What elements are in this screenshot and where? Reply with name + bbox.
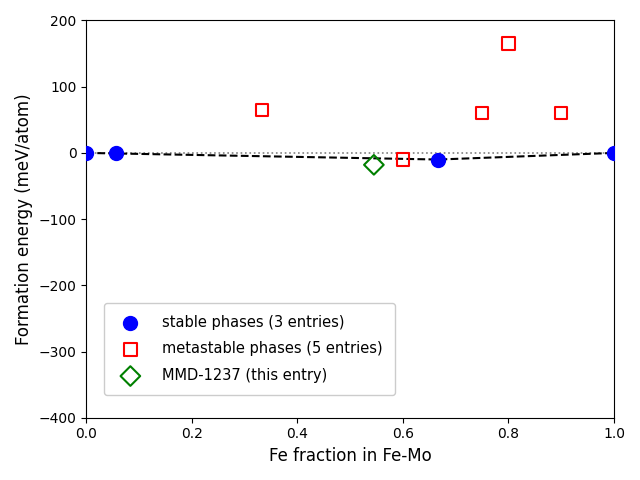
- stable phases (3 entries): [609, 149, 619, 157]
- stable phases (3 entries): [81, 149, 92, 157]
- metastable phases (5 entries): [556, 109, 566, 117]
- metastable phases (5 entries): [477, 109, 487, 117]
- stable phases (3 entries): [433, 156, 444, 163]
- Legend: stable phases (3 entries), metastable phases (5 entries), MMD-1237 (this entry): stable phases (3 entries), metastable ph…: [104, 303, 395, 395]
- MMD-1237 (this entry): [369, 161, 379, 168]
- Y-axis label: Formation energy (meV/atom): Formation energy (meV/atom): [15, 93, 33, 345]
- metastable phases (5 entries): [398, 156, 408, 163]
- metastable phases (5 entries): [503, 40, 513, 48]
- stable phases (3 entries): [111, 149, 122, 157]
- metastable phases (5 entries): [257, 106, 267, 114]
- X-axis label: Fe fraction in Fe-Mo: Fe fraction in Fe-Mo: [269, 447, 431, 465]
